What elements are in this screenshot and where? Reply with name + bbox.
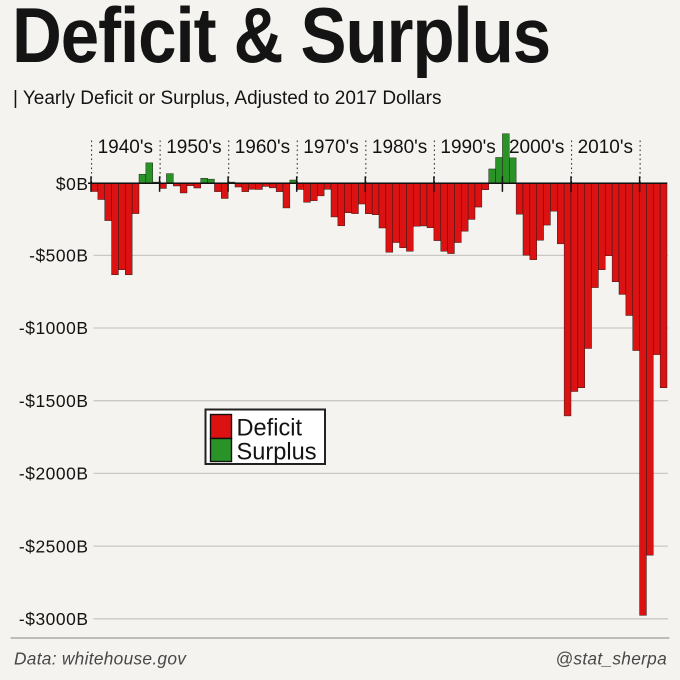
svg-text:Deficit: Deficit [237, 416, 303, 442]
svg-text:1980's: 1980's [372, 137, 427, 158]
svg-text:-$1500B: -$1500B [19, 391, 89, 411]
svg-text:Data: whitehouse.gov: Data: whitehouse.gov [14, 649, 187, 669]
svg-text:1960's: 1960's [235, 137, 290, 158]
svg-text:1940's: 1940's [98, 137, 153, 158]
svg-text:-$500B: -$500B [29, 246, 88, 266]
svg-text:2000's: 2000's [509, 137, 564, 158]
svg-text:1950's: 1950's [166, 137, 221, 158]
svg-text:2010's: 2010's [578, 137, 633, 158]
svg-text:$0B: $0B [56, 174, 89, 194]
svg-text:-$2500B: -$2500B [19, 536, 89, 556]
svg-text:-$2000B: -$2000B [19, 464, 89, 484]
svg-text:@stat_sherpa: @stat_sherpa [556, 649, 668, 669]
svg-text:1990's: 1990's [440, 137, 495, 158]
svg-text:-$1000B: -$1000B [19, 318, 89, 338]
svg-text:1970's: 1970's [303, 137, 358, 158]
svg-text:Surplus: Surplus [237, 440, 317, 466]
svg-text:-$3000B: -$3000B [19, 609, 89, 629]
